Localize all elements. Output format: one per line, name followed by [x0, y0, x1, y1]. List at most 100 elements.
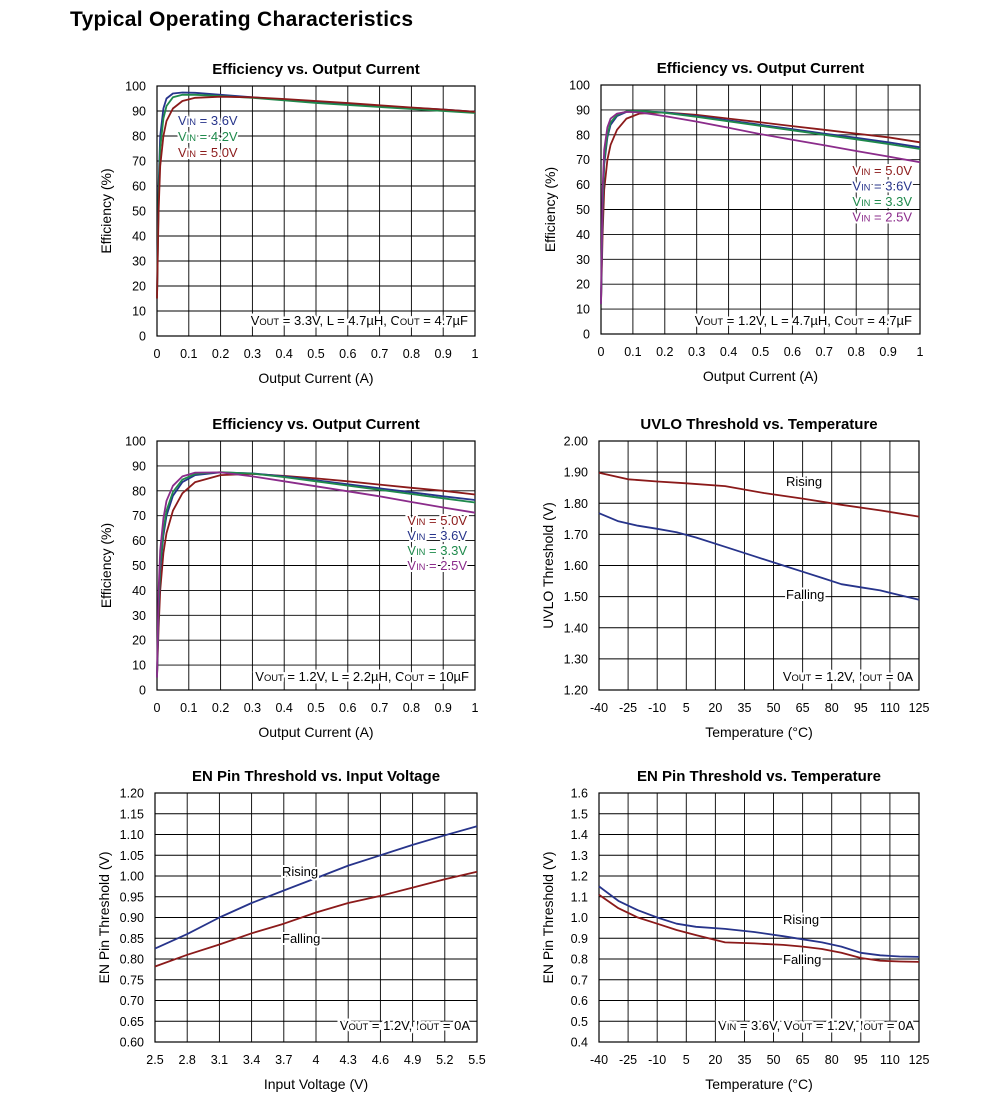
x-tick-label: 2.8	[179, 1053, 196, 1067]
y-tick-label: 0.9	[571, 932, 588, 946]
page-title: Typical Operating Characteristics	[70, 8, 414, 31]
y-tick-label: 1.70	[564, 528, 588, 542]
x-tick-label: 0.2	[212, 701, 229, 715]
chart-1: Efficiency vs. Output Current 0 0.1 0.2 0.3 0…	[98, 61, 479, 386]
series-line	[154, 825, 478, 950]
x-tick-label: 2.5	[146, 1053, 163, 1067]
y-tick-label: 10	[576, 303, 590, 317]
series-label: VIN = 3.6V	[407, 528, 467, 543]
x-tick-label: 0	[598, 345, 605, 359]
y-tick-label: 0.60	[120, 1036, 144, 1050]
x-tick-label: 3.7	[275, 1053, 292, 1067]
series-label: Falling	[783, 952, 821, 967]
y-tick-label: 1.80	[564, 497, 588, 511]
y-tick-label: 50	[132, 559, 146, 573]
gridlines	[599, 793, 919, 1042]
y-tick-label: 2.00	[564, 435, 588, 449]
chart-title: UVLO Threshold vs. Temperature	[640, 416, 877, 433]
y-tick-label: 80	[132, 484, 146, 498]
x-tick-label: 0.4	[276, 347, 293, 361]
y-tick-label: 0	[583, 328, 590, 342]
y-tick-label: 90	[132, 459, 146, 473]
series-line	[154, 870, 478, 968]
y-tick-label: 1.10	[120, 828, 144, 842]
chart-2: Efficiency vs. Output Current 0 0.1 0.2 0.3 0…	[542, 60, 924, 384]
x-tick-label: 0.1	[180, 347, 197, 361]
x-tick-label: 0.2	[212, 347, 229, 361]
x-tick-label: 35	[738, 701, 752, 715]
y-tick-label: 1.05	[120, 849, 144, 863]
chart-title: Efficiency vs. Output Current	[212, 416, 420, 433]
plot-frame	[598, 440, 920, 691]
chart-title: Efficiency vs. Output Current	[212, 61, 420, 78]
y-tick-label: 40	[132, 230, 146, 244]
y-tick-label: 60	[132, 534, 146, 548]
series-label: VIN = 2.5V	[852, 210, 912, 225]
x-tick-label: 0.4	[720, 345, 737, 359]
y-tick-label: 10	[132, 305, 146, 319]
condition-annotation: VOUT = 3.3V, L = 4.7µH, COUT = 4.7µF	[251, 313, 468, 328]
y-tick-label: 20	[132, 280, 146, 294]
y-tick-label: 80	[576, 128, 590, 142]
y-tick-label: 0.80	[120, 953, 144, 967]
y-tick-label: 1.20	[120, 787, 144, 801]
gridlines	[599, 441, 919, 690]
x-tick-label: 4	[313, 1053, 320, 1067]
series-line	[600, 111, 921, 305]
series-line	[156, 472, 476, 678]
x-tick-label: 125	[909, 1053, 930, 1067]
y-tick-label: 70	[576, 153, 590, 167]
y-tick-label: 1.90	[564, 466, 588, 480]
series-label: VIN = 5.0V	[178, 145, 238, 160]
x-tick-label: 50	[767, 1053, 781, 1067]
y-axis-label: UVLO Threshold (V)	[540, 502, 556, 629]
y-tick-label: 0.95	[120, 890, 144, 904]
y-tick-label: 90	[132, 105, 146, 119]
series-line	[598, 893, 920, 963]
x-tick-label: 0.3	[688, 345, 705, 359]
x-tick-label: -40	[590, 701, 608, 715]
y-tick-label: 1.60	[564, 559, 588, 573]
y-tick-label: 0.75	[120, 973, 144, 987]
x-tick-label: 95	[854, 1053, 868, 1067]
y-tick-label: 10	[132, 659, 146, 673]
x-tick-label: 0.6	[784, 345, 801, 359]
x-tick-label: 0.1	[624, 345, 641, 359]
y-axis-label: Efficiency (%)	[98, 523, 114, 608]
x-tick-label: 95	[854, 701, 868, 715]
series-label: VIN = 3.3V	[407, 543, 467, 558]
x-tick-label: -10	[648, 1053, 666, 1067]
condition-annotation: VOUT = 1.2V, IOUT = 0A	[783, 669, 914, 684]
y-tick-label: 1.4	[571, 828, 588, 842]
x-tick-label: 4.3	[340, 1053, 357, 1067]
chart-title: EN Pin Threshold vs. Temperature	[637, 768, 881, 785]
y-tick-label: 1.40	[564, 621, 588, 635]
x-axis-label: Input Voltage (V)	[264, 1076, 368, 1092]
x-tick-label: 65	[796, 1053, 810, 1067]
x-tick-label: 0.5	[307, 347, 324, 361]
x-tick-label: 65	[796, 701, 810, 715]
y-tick-label: 1.2	[571, 870, 588, 884]
y-tick-label: 20	[576, 278, 590, 292]
x-tick-label: 20	[708, 1053, 722, 1067]
y-tick-label: 80	[132, 130, 146, 144]
plot-frame	[600, 84, 921, 335]
x-tick-label: 4.6	[372, 1053, 389, 1067]
x-axis-label: Temperature (°C)	[705, 724, 813, 740]
x-tick-label: 20	[708, 701, 722, 715]
x-tick-label: 110	[880, 1053, 900, 1067]
x-tick-label: 0	[154, 701, 161, 715]
x-tick-label: 1	[917, 345, 924, 359]
chart-4: UVLO Threshold vs. Temperature -40 -25 -10 5…	[540, 416, 929, 740]
y-tick-label: 0.8	[571, 953, 588, 967]
x-tick-label: -10	[648, 701, 666, 715]
y-tick-label: 30	[132, 609, 146, 623]
chart-3: Efficiency vs. Output Current 0 0.1 0.2 0.3 0…	[98, 416, 479, 740]
y-tick-label: 1.00	[120, 870, 144, 884]
x-tick-label: 80	[825, 1053, 839, 1067]
gridlines	[155, 793, 477, 1042]
x-tick-label: 0.8	[848, 345, 865, 359]
chart-title: EN Pin Threshold vs. Input Voltage	[192, 768, 440, 785]
y-tick-label: 0.90	[120, 911, 144, 925]
x-tick-label: 0.7	[371, 701, 388, 715]
